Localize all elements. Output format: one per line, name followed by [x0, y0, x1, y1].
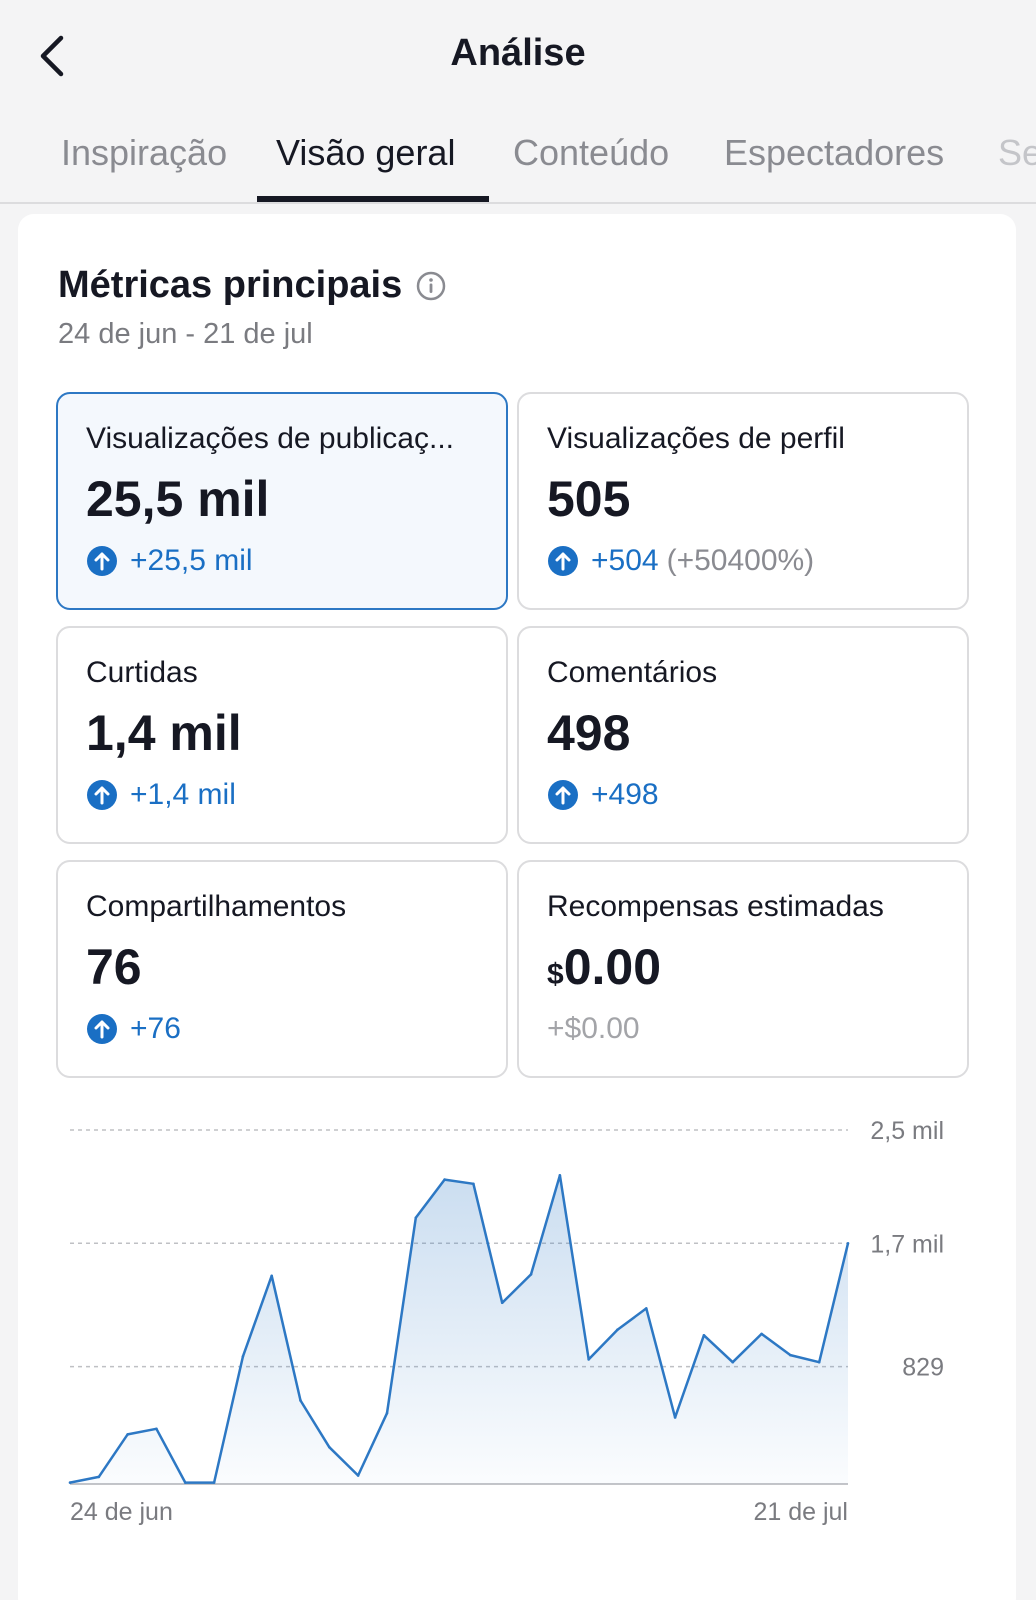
value-amount: 0.00	[563, 939, 662, 995]
metric-value: 505	[547, 471, 631, 527]
tab-more[interactable]: Se	[998, 132, 1036, 173]
tab-visao-geral[interactable]: Visão geral	[276, 132, 456, 173]
delta-value: +1,4 mil	[130, 778, 236, 811]
series-line	[69, 1174, 850, 1484]
delta-value: +25,5 mil	[130, 544, 253, 577]
app-header: Análise	[0, 0, 1036, 110]
data-point	[385, 1411, 389, 1415]
chevron-left-icon	[40, 35, 64, 77]
metric-value: 76	[86, 939, 142, 995]
metric-label: Visualizações de publicaç...	[86, 422, 454, 455]
section-title: Métricas principais	[58, 264, 403, 306]
series-area	[70, 1175, 848, 1484]
arrow-up-icon	[87, 1014, 117, 1044]
data-point	[644, 1307, 648, 1310]
page-title: Análise	[450, 32, 586, 74]
data-point	[472, 1182, 475, 1186]
data-point	[299, 1399, 302, 1402]
metric-delta: +76	[86, 1012, 181, 1046]
metric-label: Compartilhamentos	[86, 890, 347, 923]
data-point	[731, 1360, 735, 1364]
data-point	[183, 1481, 187, 1484]
data-point	[616, 1328, 619, 1331]
metric-card-rewards[interactable]: Recompensas estimadas $0.00 +$0.00	[517, 860, 969, 1078]
data-point	[587, 1358, 590, 1361]
metric-value: 25,5 mil	[86, 471, 270, 527]
data-point	[68, 1481, 72, 1484]
section-header: Métricas principais	[58, 264, 446, 307]
data-point	[673, 1416, 677, 1419]
date-range: 24 de jun - 21 de jul	[58, 318, 313, 350]
data-point	[702, 1334, 706, 1337]
metric-card-comments[interactable]: Comentários 498 +498	[517, 626, 969, 844]
metric-value: 498	[547, 705, 631, 761]
tab-espectadores[interactable]: Espectadores	[724, 132, 945, 173]
delta-percent: (+50400%)	[666, 544, 815, 577]
arrow-up-icon	[87, 780, 117, 810]
tab-inspiracao[interactable]: Inspiração	[61, 132, 228, 173]
data-point	[241, 1355, 245, 1358]
delta-value: +76	[130, 1012, 181, 1045]
data-point	[500, 1301, 504, 1305]
metric-card-likes[interactable]: Curtidas 1,4 mil +1,4 mil	[56, 626, 508, 844]
y-tick-label: 1,7 mil	[870, 1230, 944, 1258]
back-button[interactable]	[30, 28, 74, 84]
data-point	[558, 1174, 562, 1177]
data-point	[155, 1427, 158, 1431]
arrow-up-icon	[548, 546, 578, 576]
metric-card-post-views[interactable]: Visualizações de publicaç... 25,5 mil +2…	[56, 392, 508, 610]
metric-label: Visualizações de perfil	[547, 422, 845, 455]
metric-delta: +498	[547, 778, 659, 812]
metric-delta: +$0.00	[547, 1012, 640, 1046]
metric-label: Comentários	[547, 656, 718, 689]
metric-label: Recompensas estimadas	[547, 890, 884, 923]
metric-card-profile-views[interactable]: Visualizações de perfil 505 +504 (+50400…	[517, 392, 969, 610]
post-views-chart: 2,5 mil 1,7 mil 829 24 de jun 21 de jul	[68, 1117, 944, 1526]
delta-value: +$0.00	[547, 1012, 640, 1045]
active-tab-indicator	[257, 196, 489, 202]
delta-value: +498	[591, 778, 659, 811]
data-point	[212, 1481, 216, 1484]
delta-value: +504	[591, 544, 659, 577]
data-point	[328, 1445, 331, 1449]
currency-symbol: $	[547, 958, 564, 991]
data-point	[760, 1332, 763, 1336]
metric-value: 1,4 mil	[86, 705, 242, 761]
info-icon[interactable]	[416, 271, 446, 301]
metric-delta: +25,5 mil	[86, 544, 253, 578]
metric-value: $0.00	[547, 938, 661, 996]
data-point	[270, 1274, 274, 1278]
y-tick-label: 829	[902, 1354, 944, 1382]
arrow-up-icon	[87, 546, 117, 576]
data-point	[126, 1433, 129, 1436]
data-point	[443, 1178, 446, 1181]
data-point	[529, 1273, 533, 1276]
data-point	[414, 1216, 418, 1220]
data-point	[817, 1360, 821, 1364]
metric-delta: +504 (+50400%)	[547, 544, 814, 578]
arrow-up-icon	[548, 780, 578, 810]
tab-conteudo[interactable]: Conteúdo	[513, 132, 670, 173]
data-point	[356, 1474, 360, 1477]
x-tick-label-start: 24 de jun	[70, 1498, 173, 1526]
x-tick-label-end: 21 de jul	[753, 1498, 848, 1526]
data-point	[97, 1475, 101, 1479]
metrics-card: Métricas principais 24 de jun - 21 de ju…	[18, 214, 1016, 1600]
data-point	[846, 1241, 850, 1245]
metric-label: Curtidas	[86, 656, 198, 689]
data-point	[789, 1353, 792, 1357]
tab-bar: Inspiração Visão geral Conteúdo Espectad…	[0, 110, 1036, 204]
metric-delta: +1,4 mil	[86, 778, 236, 812]
y-tick-label: 2,5 mil	[870, 1117, 944, 1145]
metric-card-shares[interactable]: Compartilhamentos 76 +76	[56, 860, 508, 1078]
